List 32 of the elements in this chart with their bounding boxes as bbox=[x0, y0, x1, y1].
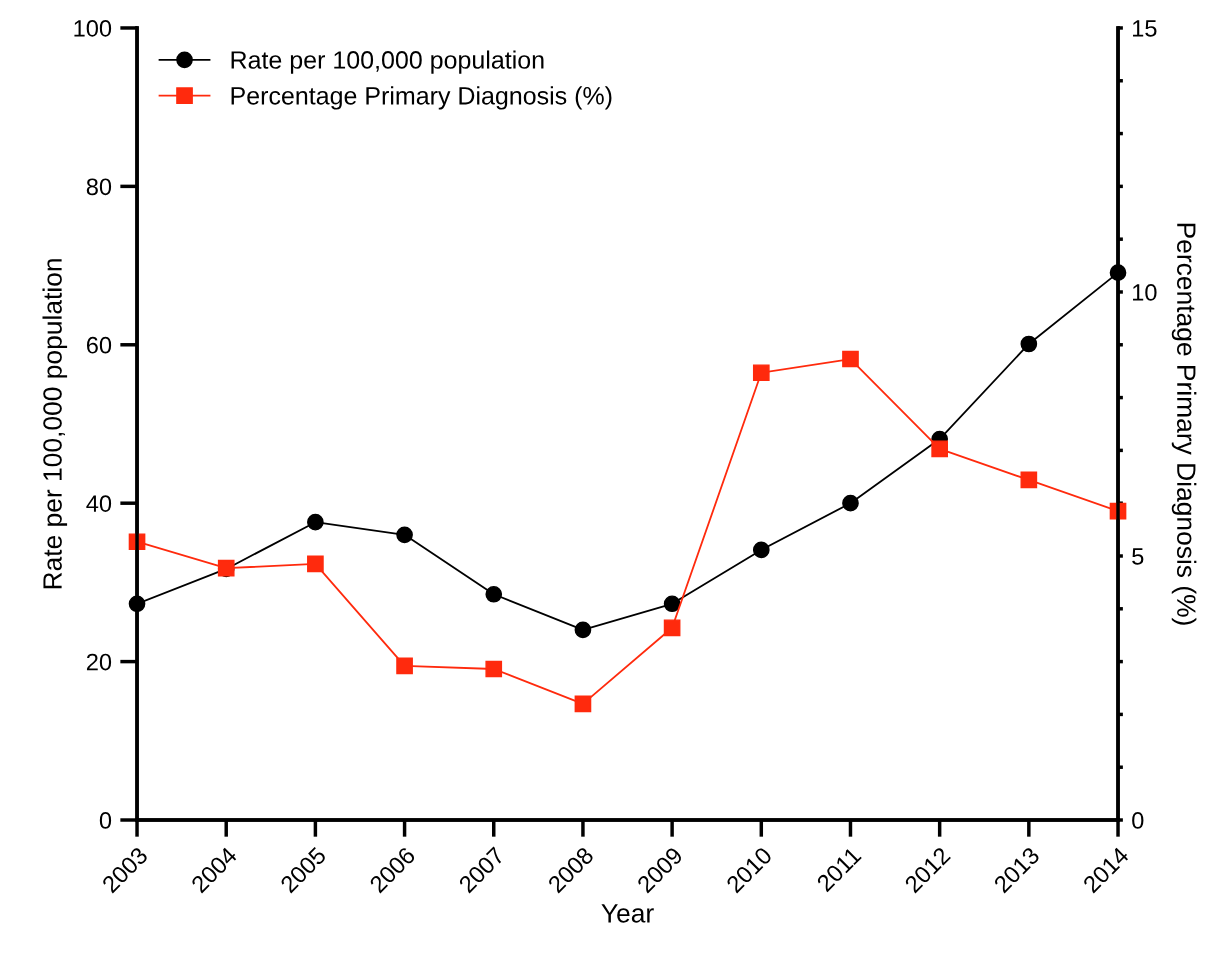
point bbox=[752, 364, 770, 382]
y-tick-label: 100 bbox=[74, 20, 112, 37]
y-tick-label: 80 bbox=[86, 178, 112, 196]
legend-label: Percentage Primary Diagnosis (%) bbox=[231, 86, 612, 110]
point bbox=[307, 513, 324, 531]
y-axis-title: Rate per 100,000 population bbox=[42, 259, 68, 589]
point bbox=[663, 595, 681, 613]
point bbox=[842, 350, 859, 368]
point bbox=[307, 555, 324, 573]
point bbox=[574, 695, 592, 713]
y2-tick-label: 5 bbox=[1132, 548, 1144, 565]
y2-tick-label: 0 bbox=[1132, 812, 1144, 829]
point bbox=[574, 621, 592, 639]
point bbox=[485, 660, 503, 678]
point bbox=[931, 440, 948, 458]
y2-tick-label: 15 bbox=[1133, 20, 1157, 37]
y2-axis-title: Percentage Primary Diagnosis (%) bbox=[1171, 223, 1197, 625]
point bbox=[396, 657, 413, 675]
y-tick-label: 40 bbox=[86, 495, 112, 512]
x-axis-title: Year bbox=[601, 904, 654, 923]
point bbox=[842, 494, 859, 512]
y-tick-label: 60 bbox=[86, 336, 112, 354]
y2-tick-label: 10 bbox=[1133, 284, 1157, 301]
point bbox=[1020, 335, 1038, 353]
point bbox=[752, 541, 770, 559]
point bbox=[485, 585, 503, 603]
point bbox=[663, 619, 681, 637]
legend-label: Rate per 100,000 population bbox=[231, 50, 544, 74]
y-tick-label: 0 bbox=[99, 812, 112, 829]
point bbox=[1020, 471, 1038, 489]
point bbox=[396, 526, 413, 544]
y-tick-label: 20 bbox=[86, 653, 112, 671]
